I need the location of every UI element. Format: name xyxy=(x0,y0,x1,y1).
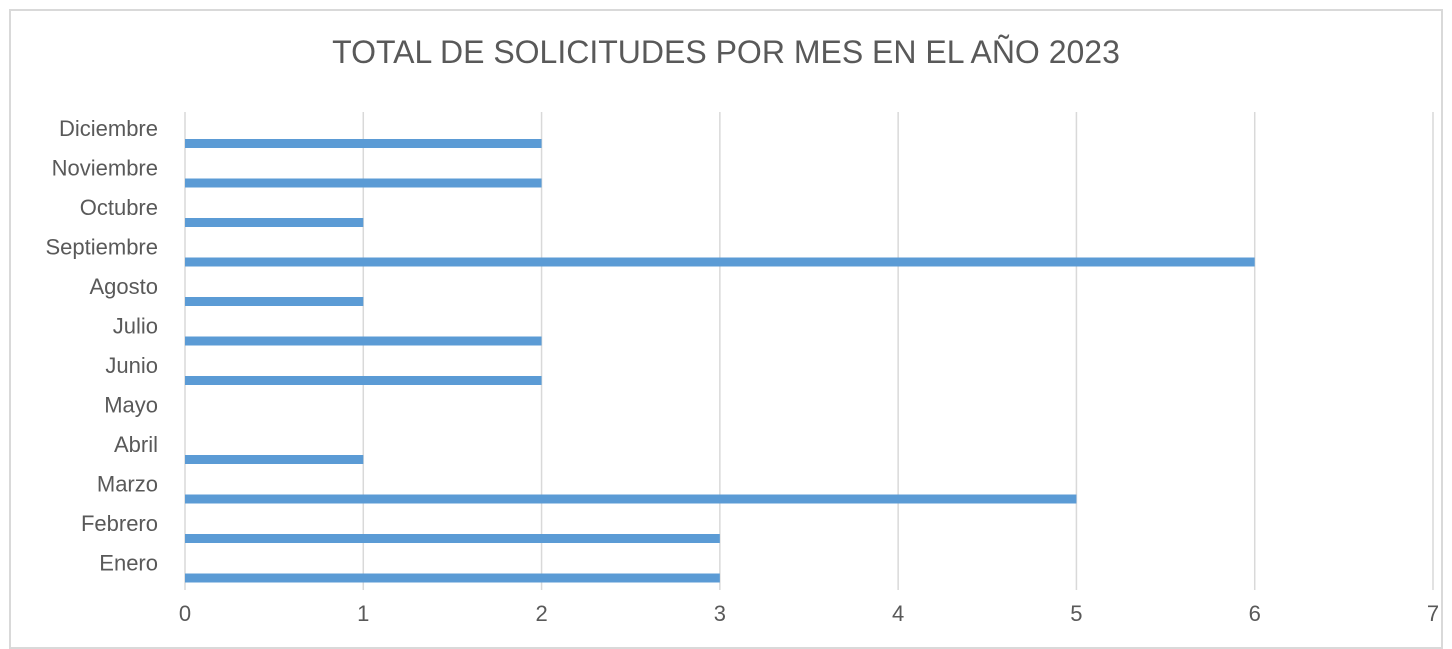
bar-marzo xyxy=(185,494,1077,504)
category-label: Diciembre xyxy=(59,116,158,141)
bar-septiembre xyxy=(185,257,1255,267)
x-tick-label: 7 xyxy=(1427,601,1439,626)
category-label: Abril xyxy=(114,432,158,457)
x-tick-label: 6 xyxy=(1249,601,1261,626)
x-tick-label: 2 xyxy=(535,601,547,626)
x-tick-label: 1 xyxy=(357,601,369,626)
value-tick-labels: 0 1 2 3 4 5 6 7 xyxy=(179,601,1439,626)
category-label: Junio xyxy=(105,353,158,378)
x-tick-label: 5 xyxy=(1070,601,1082,626)
bar-enero xyxy=(185,573,720,583)
x-tick-label: 3 xyxy=(714,601,726,626)
bar-octubre xyxy=(185,218,364,227)
category-label: Septiembre xyxy=(45,235,158,260)
bar-abril xyxy=(185,455,364,464)
x-tick-label: 4 xyxy=(892,601,904,626)
bar-febrero xyxy=(185,534,720,543)
category-labels: Enero Febrero Marzo Abril Mayo Junio Julio Agos… xyxy=(45,116,158,576)
category-label: Febrero xyxy=(81,511,158,536)
category-label: Enero xyxy=(99,551,158,576)
bar-agosto xyxy=(185,297,364,306)
bar-julio xyxy=(185,336,542,346)
category-label: Octubre xyxy=(80,195,158,220)
bar-diciembre xyxy=(185,139,542,148)
bar-noviembre xyxy=(185,178,542,188)
category-label: Marzo xyxy=(97,472,158,497)
category-label: Noviembre xyxy=(52,156,158,181)
category-label: Mayo xyxy=(104,393,158,418)
chart-title: TOTAL DE SOLICITUDES POR MES EN EL AÑO 2… xyxy=(332,34,1120,70)
category-label: Julio xyxy=(113,314,158,339)
gridlines xyxy=(184,112,1434,590)
bars xyxy=(185,139,1255,583)
x-tick-label: 0 xyxy=(179,601,191,626)
category-label: Agosto xyxy=(90,274,159,299)
bar-junio xyxy=(185,376,542,385)
